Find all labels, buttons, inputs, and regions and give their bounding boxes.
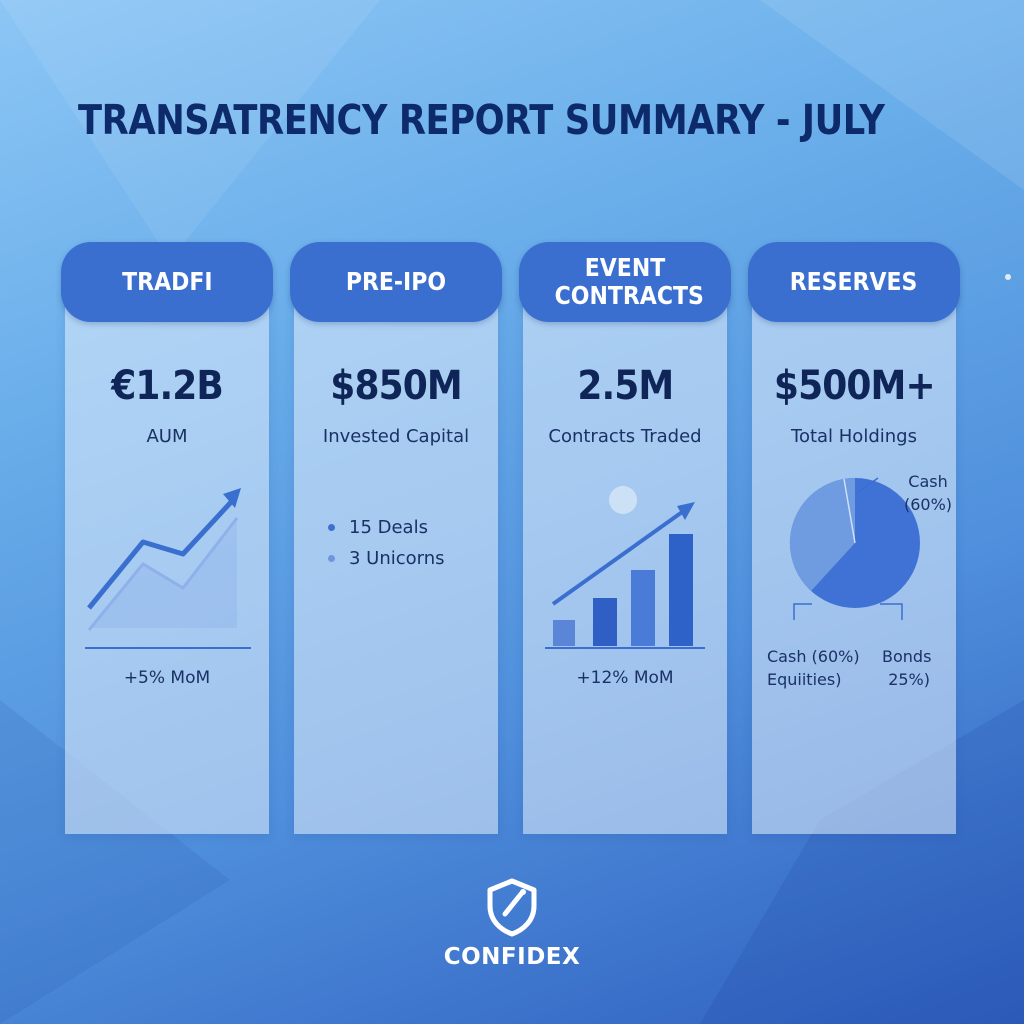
card-reserves: RESERVES $500M+ Total Holdings Cash (60%)… (748, 242, 960, 834)
card-header-event-contracts: EVENT CONTRACTS (519, 242, 731, 322)
card-header-tradfi: TRADFI (61, 242, 273, 322)
metric-value: €1.2B (111, 363, 224, 409)
metric-label: Contracts Traded (548, 426, 702, 447)
growth-label: +5% MoM (123, 668, 211, 688)
reserves-pie-chart (789, 477, 920, 620)
metric-label: Total Holdings (791, 426, 917, 447)
card-header-pre-ipo: PRE-IPO (290, 242, 502, 322)
metric-label: AUM (146, 426, 188, 447)
card-tradfi: TRADFI €1.2B AUM +5% MoM (61, 242, 273, 834)
metric-value: 2.5M (576, 363, 674, 409)
logo: CONFIDEX (0, 878, 1024, 970)
logo-text: CONFIDEX (443, 944, 581, 970)
list-item: 3 Unicorns (328, 543, 445, 574)
card-pre-ipo: PRE-IPO $850M Invested Capital 15 Deals … (290, 242, 502, 834)
deal-list: 15 Deals 3 Unicorns (328, 512, 445, 574)
trend-line-chart-icon (85, 488, 251, 649)
page-title: TRANSATRENCY REPORT SUMMARY - JULY (78, 96, 885, 144)
growth-label: +12% MoM (576, 668, 674, 688)
bar-chart-growth-icon (545, 486, 705, 649)
pie-slice-light (789, 477, 855, 591)
metric-value: $500M+ (773, 363, 936, 409)
pie-label-right: Bonds 25%) (882, 647, 932, 689)
card-event-contracts: EVENT CONTRACTS 2.5M Contracts Traded +1… (519, 242, 731, 834)
pie-label-left: Cash (60%) Equiities) (767, 647, 860, 689)
card-header-reserves: RESERVES (748, 242, 960, 322)
metric-value: $850M (330, 363, 462, 409)
bullet-dot-icon (328, 555, 335, 562)
pie-label-top: Cash (60%) (904, 472, 953, 514)
shield-icon (487, 878, 537, 937)
metric-label: Invested Capital (322, 426, 470, 447)
list-item: 15 Deals (328, 512, 445, 543)
bullet-dot-icon (328, 524, 335, 531)
